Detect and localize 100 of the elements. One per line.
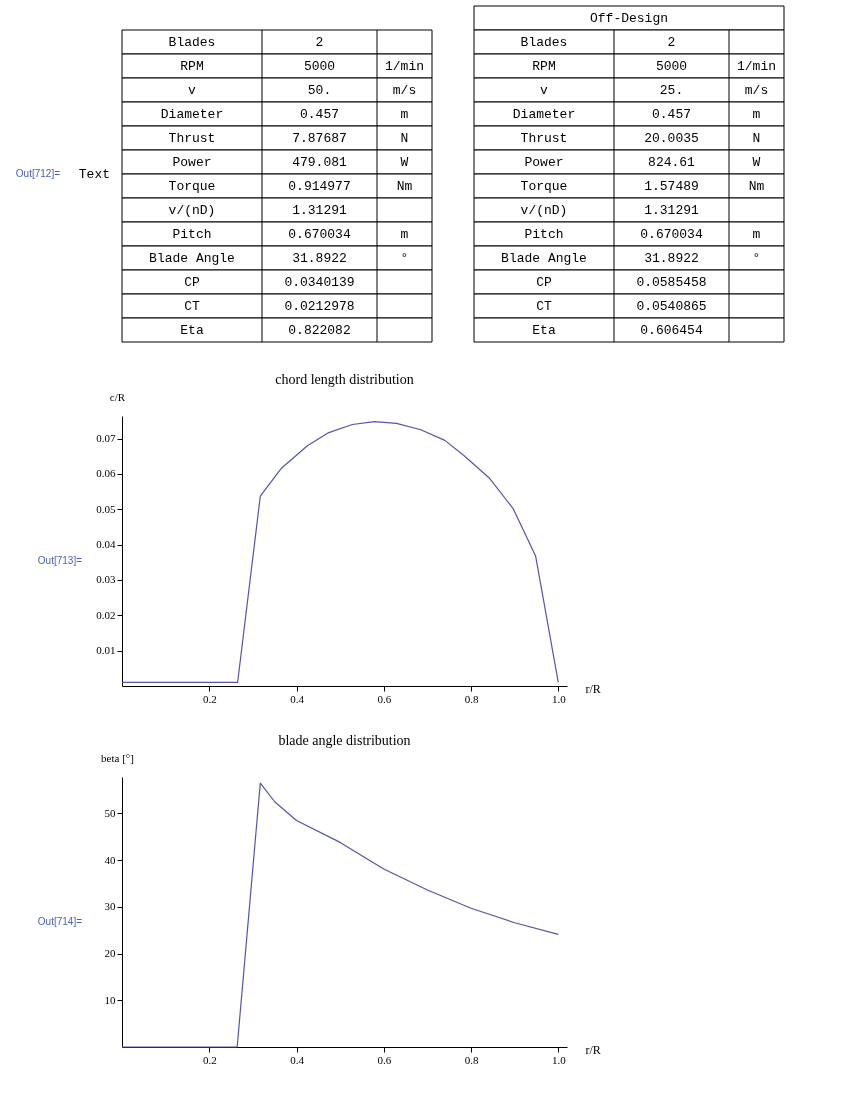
y-tick-label: 0.01 <box>96 644 116 657</box>
text: RPM <box>532 59 556 74</box>
text: 0.0540865 <box>636 299 707 314</box>
x-tick-label: 0.2 <box>202 692 217 705</box>
text: 0.457 <box>299 107 340 122</box>
text: CP <box>536 275 552 290</box>
text: 1/min <box>736 59 777 74</box>
y-tick-label: 0.04 <box>96 538 116 551</box>
text: Blades <box>520 35 568 50</box>
text: N <box>400 131 409 146</box>
text: 1.31291 <box>292 203 347 218</box>
text: Nm <box>748 179 765 194</box>
text: m/s <box>392 83 417 98</box>
text: 31.8922 <box>292 251 347 266</box>
text: Diameter <box>160 107 224 122</box>
x-tick-label: 0.8 <box>464 692 479 705</box>
text: 2 <box>315 35 324 50</box>
text: Power <box>172 155 212 170</box>
text: 1.31291 <box>644 203 699 218</box>
text: 0.606454 <box>640 323 703 338</box>
text: 479.081 <box>292 155 347 170</box>
y-tick-label: 50 <box>104 806 116 819</box>
y-tick-label: 0.05 <box>96 502 116 515</box>
y-axis-title: c/R <box>109 390 126 403</box>
text: v/(nD) <box>520 203 568 218</box>
text: Off-Design <box>589 11 669 26</box>
text: Out[712]= <box>15 168 61 179</box>
x-tick-label: 0.4 <box>290 692 305 705</box>
text: 0.670034 <box>640 227 703 242</box>
text: m <box>400 227 409 242</box>
text: RPM <box>180 59 204 74</box>
text: Eta <box>532 323 556 338</box>
text: 5000 <box>655 59 688 74</box>
text: Thrust <box>168 131 216 146</box>
y-tick-label: 30 <box>104 900 116 913</box>
text: Torque <box>168 179 216 194</box>
x-tick-label: 1.0 <box>551 692 567 705</box>
text: v <box>540 83 548 98</box>
y-tick-label: 20 <box>104 947 116 960</box>
text: 0.0212978 <box>284 299 355 314</box>
y-tick-label: 40 <box>104 853 116 866</box>
line-series <box>121 421 559 684</box>
text: N <box>752 131 761 146</box>
text: 5000 <box>303 59 336 74</box>
text: Blade Angle <box>149 251 235 266</box>
text: 0.822082 <box>288 323 351 338</box>
text: 824.61 <box>648 155 695 170</box>
text: Thrust <box>520 131 568 146</box>
y-tick-label: 0.06 <box>96 467 116 480</box>
text: Out[713]= <box>37 555 83 566</box>
chart-title: blade angle distribution <box>278 733 411 748</box>
text: Out[714]= <box>37 916 83 927</box>
x-tick-label: 0.6 <box>377 1053 392 1066</box>
x-tick-label: 1.0 <box>551 1053 567 1066</box>
text: CP <box>184 275 200 290</box>
text: Power <box>524 155 564 170</box>
y-tick-label: 10 <box>104 993 116 1006</box>
y-axis-title: beta [°] <box>101 751 134 764</box>
text: Torque <box>520 179 568 194</box>
y-tick-label: 0.07 <box>96 432 116 445</box>
text: 0.914977 <box>288 179 351 194</box>
text: 0.0585458 <box>636 275 707 290</box>
text: 50. <box>307 83 332 98</box>
text: 2 <box>667 35 676 50</box>
text: CT <box>184 299 200 314</box>
text: m/s <box>744 83 769 98</box>
text: ° <box>752 251 761 266</box>
text: 0.670034 <box>288 227 351 242</box>
text: 25. <box>659 83 684 98</box>
text: Eta <box>180 323 204 338</box>
text: m <box>400 107 409 122</box>
x-axis-title: r/R <box>585 1042 601 1057</box>
text: Diameter <box>512 107 576 122</box>
text: Blades <box>168 35 216 50</box>
text: 0.0340139 <box>284 275 355 290</box>
text: Pitch <box>524 227 564 242</box>
text: Blade Angle <box>501 251 587 266</box>
text: W <box>752 155 761 170</box>
chart-title: chord length distribution <box>275 372 414 387</box>
x-tick-label: 0.2 <box>202 1053 217 1066</box>
text: 1/min <box>384 59 425 74</box>
text: 1.57489 <box>644 179 699 194</box>
x-tick-label: 0.4 <box>290 1053 305 1066</box>
y-tick-label: 0.03 <box>96 573 116 586</box>
x-tick-label: 0.6 <box>377 692 392 705</box>
text: CT <box>536 299 552 314</box>
text: v/(nD) <box>168 203 216 218</box>
x-axis-title: r/R <box>585 681 601 696</box>
text: 31.8922 <box>644 251 699 266</box>
text: 0.457 <box>651 107 692 122</box>
text: 7.87687 <box>292 131 347 146</box>
text: 20.0035 <box>644 131 699 146</box>
text: W <box>400 155 409 170</box>
text: ° <box>400 251 409 266</box>
text: v <box>188 83 196 98</box>
y-tick-label: 0.02 <box>96 608 116 621</box>
text: Pitch <box>172 227 212 242</box>
text: m <box>752 227 761 242</box>
line-series <box>121 782 559 1048</box>
text: m <box>752 107 761 122</box>
